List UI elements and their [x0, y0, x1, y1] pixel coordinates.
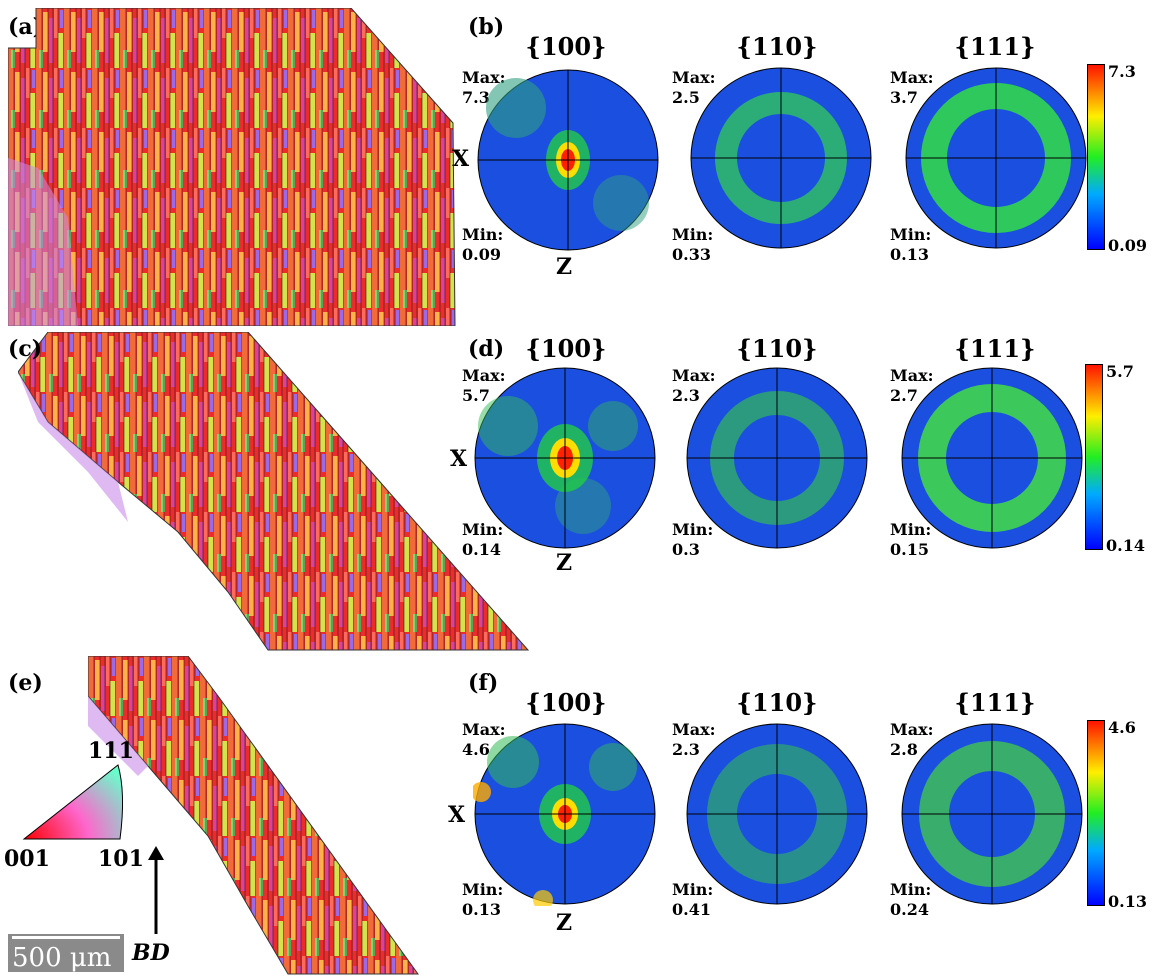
colorbar-3-max: 4.6 [1108, 718, 1136, 737]
pf-min-100: Min: 0.09 [462, 225, 504, 264]
colorbar-1-max: 7.3 [1108, 62, 1136, 81]
pole-figure-110 [689, 66, 873, 250]
pf-min-111: Min: 0.13 [890, 225, 932, 264]
panel-label-f: (f) [468, 670, 499, 696]
ipf-key-111: 111 [88, 738, 134, 764]
pf-title-100: {100} [525, 688, 607, 717]
colorbar-2-min: 0.14 [1106, 536, 1145, 555]
pole-figure-100 [473, 366, 657, 550]
ebsd-map-c [18, 332, 543, 652]
panel-label-d: (d) [468, 336, 505, 362]
colorbar-2-max: 5.7 [1106, 362, 1134, 381]
pf-max-110: Max: 2.3 [672, 366, 716, 405]
colorbar-3-min: 0.13 [1108, 892, 1147, 911]
axis-label-x: X [450, 446, 468, 472]
pf-min-111: Min: 0.24 [890, 880, 932, 919]
scale-bar: 500 μm [8, 934, 124, 973]
colorbar-1-min: 0.09 [1108, 236, 1147, 255]
pole-figure-100 [473, 722, 657, 906]
panel-label-b: (b) [468, 14, 505, 40]
pf-title-100: {100} [525, 334, 607, 363]
ipf-color-key [22, 763, 132, 843]
pf-min-110: Min: 0.41 [672, 880, 714, 919]
pf-title-110: {110} [736, 334, 818, 363]
pf-min-110: Min: 0.3 [672, 520, 714, 559]
pf-max-110: Max: 2.5 [672, 68, 716, 107]
pole-figure-111 [904, 66, 1088, 250]
pf-title-111: {111} [954, 32, 1036, 61]
axis-label-z: Z [556, 550, 573, 576]
axis-label-x: X [448, 802, 466, 828]
pole-figure-110 [685, 366, 869, 550]
colorbar-3 [1087, 720, 1105, 906]
build-direction-label: BD [132, 940, 170, 966]
pf-max-100: Max: 5.7 [462, 366, 506, 405]
colorbar-2 [1085, 364, 1103, 550]
pf-max-111: Max: 3.7 [890, 68, 934, 107]
pf-title-100: {100} [525, 32, 607, 61]
pf-title-110: {110} [736, 688, 818, 717]
pf-title-111: {111} [954, 688, 1036, 717]
panel-label-e: (e) [8, 670, 43, 696]
pf-max-111: Max: 2.7 [890, 366, 934, 405]
ebsd-map-e [88, 656, 433, 976]
axis-label-x: X [452, 146, 470, 172]
pf-title-111: {111} [954, 334, 1036, 363]
pf-min-100: Min: 0.13 [462, 880, 504, 919]
scale-bar-label: 500 μm [12, 943, 112, 973]
pf-max-100: Max: 4.6 [462, 720, 506, 759]
pole-figure-111 [900, 722, 1084, 906]
ipf-key-101: 101 [98, 846, 144, 872]
axis-label-z: Z [556, 910, 573, 936]
pf-max-111: Max: 2.8 [890, 720, 934, 759]
ebsd-map-a [8, 8, 458, 326]
panel-label-c: (c) [8, 336, 43, 362]
build-direction-arrow-icon [146, 846, 166, 934]
pf-title-110: {110} [736, 32, 818, 61]
pole-figure-111 [900, 366, 1084, 550]
pf-min-100: Min: 0.14 [462, 520, 504, 559]
pf-min-110: Min: 0.33 [672, 225, 714, 264]
pole-figure-100 [476, 68, 660, 252]
pf-min-111: Min: 0.15 [890, 520, 932, 559]
pf-max-110: Max: 2.3 [672, 720, 716, 759]
pole-figure-110 [685, 722, 869, 906]
ipf-key-001: 001 [4, 846, 50, 872]
axis-label-z: Z [556, 254, 573, 280]
colorbar-1 [1087, 64, 1105, 250]
pf-max-100: Max: 7.3 [462, 68, 506, 107]
